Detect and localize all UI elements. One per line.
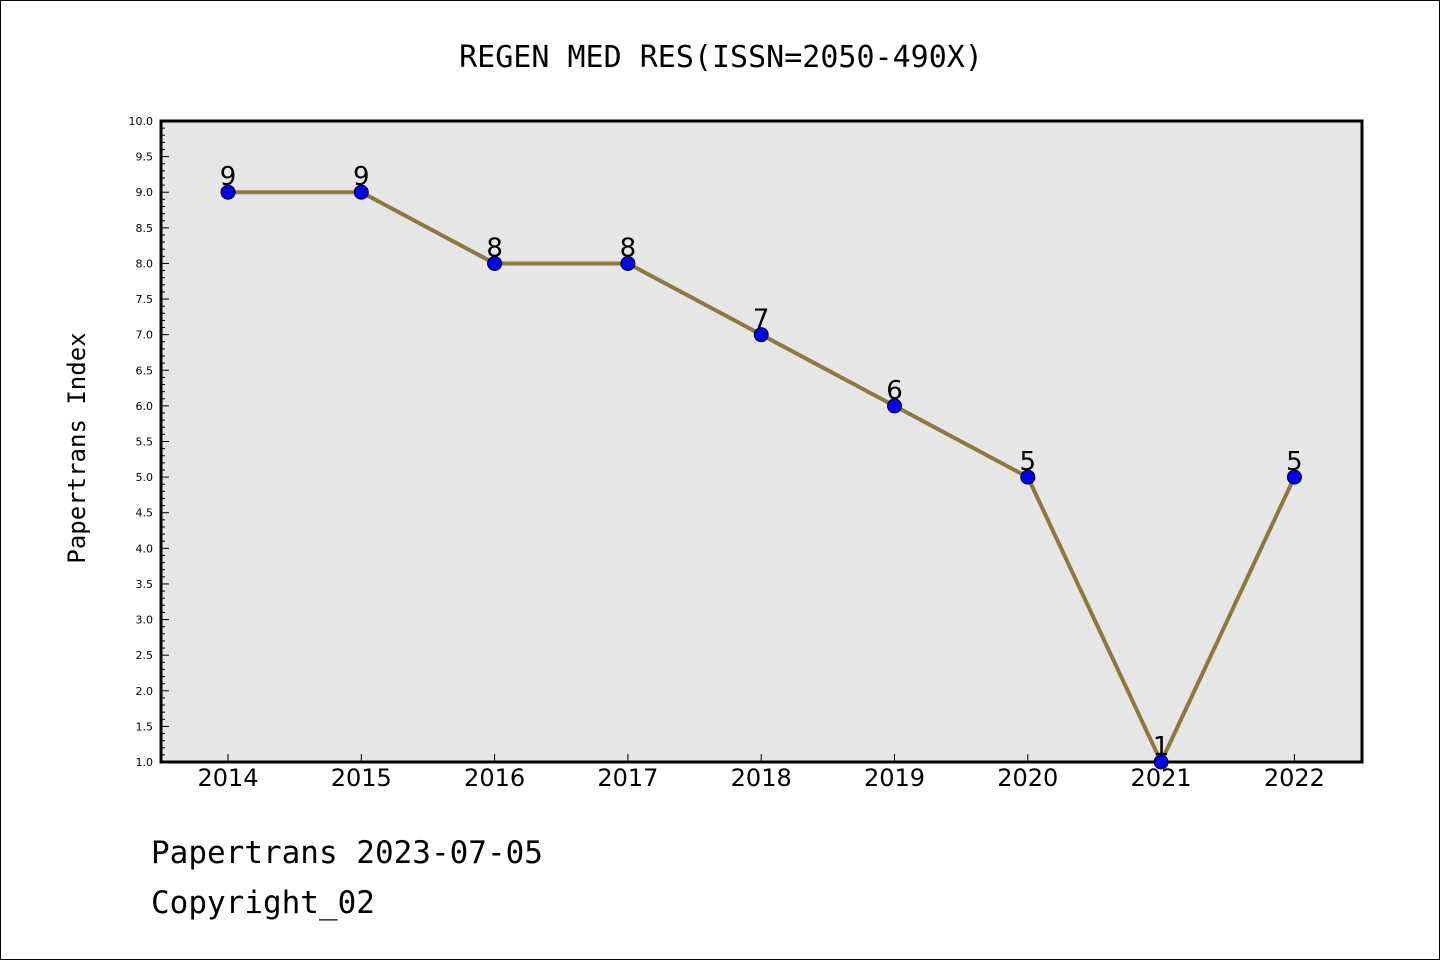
- y-tick-label: 4.0: [136, 542, 154, 555]
- data-label: 5: [1020, 447, 1037, 477]
- x-tick-label: 2017: [597, 764, 658, 792]
- y-tick-label: 5.0: [136, 471, 154, 484]
- data-point: [487, 255, 503, 271]
- y-tick-label: 9.5: [136, 151, 154, 164]
- data-point: [220, 184, 236, 200]
- x-tick-label: 2014: [197, 764, 258, 792]
- data-point: [620, 255, 636, 271]
- data-label: 6: [886, 376, 903, 406]
- y-tick-label: 9.0: [136, 186, 154, 199]
- y-tick-label: 3.5: [136, 578, 154, 591]
- x-tick-label: 2019: [864, 764, 925, 792]
- data-point: [1286, 469, 1302, 485]
- data-point: [353, 184, 369, 200]
- data-label: 8: [486, 233, 503, 263]
- plot-area: [159, 119, 1364, 764]
- y-axis-ticks: 1.0 1.5 2.0 2.5 3.0 3.5 4.0 4.5 5.0 5.5 6.0 6.5 7.0 7…: [129, 115, 169, 769]
- y-tick-label: 7.5: [136, 293, 154, 306]
- data-point: [887, 398, 902, 414]
- y-tick-label: 2.0: [136, 685, 154, 698]
- data-label: 9: [353, 162, 370, 192]
- data-label: 7: [753, 305, 770, 335]
- y-tick-label: 1.0: [136, 756, 154, 769]
- data-label: 1: [1153, 732, 1170, 762]
- footer-date: Papertrans 2023-07-05: [151, 835, 543, 871]
- y-tick-label: 2.5: [136, 649, 154, 662]
- data-label: 9: [220, 162, 237, 192]
- x-tick-label: 2016: [464, 764, 525, 792]
- y-tick-label: 3.0: [136, 614, 154, 627]
- x-tick-label: 2018: [731, 764, 792, 792]
- footer-copyright: Copyright_02: [151, 885, 375, 921]
- x-tick-label: 2020: [997, 764, 1058, 792]
- y-tick-label: 8.5: [136, 222, 154, 235]
- y-axis-label: Papertrans Index: [63, 332, 91, 563]
- y-tick-label: 1.5: [136, 720, 154, 733]
- data-label: 5: [1286, 447, 1303, 477]
- series-group: 9 9 8 8 7 6 5 1 5: [220, 162, 1303, 770]
- data-point: [1020, 469, 1036, 485]
- data-label: 8: [620, 233, 637, 263]
- data-point: [1153, 754, 1169, 770]
- chart-title: REGEN MED RES(ISSN=2050-490X): [459, 40, 983, 75]
- x-tick-label: 2022: [1264, 764, 1325, 792]
- y-tick-label: 7.0: [136, 329, 154, 342]
- y-tick-label: 6.5: [136, 364, 154, 377]
- data-point: [753, 327, 769, 343]
- y-tick-label: 10.0: [129, 115, 154, 128]
- x-axis-ticks: 2014 2015 2016 2017 2018 2019 2020 2021 2022: [197, 754, 1325, 792]
- y-tick-label: 6.0: [136, 400, 154, 413]
- y-tick-label: 8.0: [136, 257, 154, 270]
- x-tick-label: 2015: [331, 764, 392, 792]
- y-tick-label: 5.5: [136, 436, 154, 449]
- y-tick-label: 4.5: [136, 507, 154, 520]
